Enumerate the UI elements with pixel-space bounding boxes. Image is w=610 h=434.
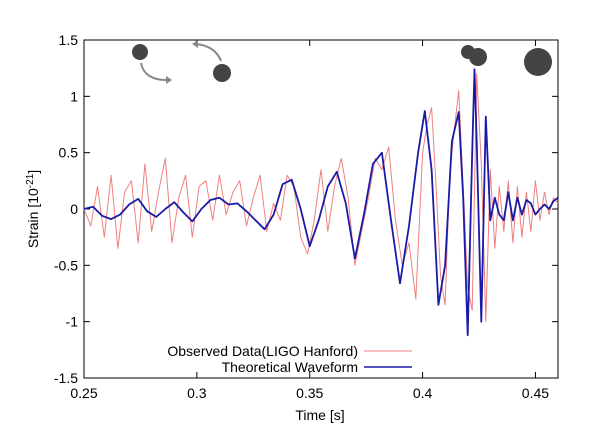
axis-ticks: 0.25 0.3 0.35 0.4 0.45 -1.5 -1 -0.5 0 0.5 1 1.5 (54, 32, 558, 401)
inspiral-arrowhead-lower (166, 76, 172, 84)
x-tick-label: 0.45 (522, 385, 549, 401)
legend-label-theoretical: Theoretical Waveform (222, 359, 358, 375)
y-axis-label-base: Strain [10 (25, 188, 41, 248)
y-axis-label-tail: ] (25, 170, 41, 174)
y-tick-label: 0.5 (59, 145, 79, 161)
final-black-hole (524, 48, 552, 76)
inspiral-arrow-upper (195, 43, 222, 62)
x-tick-label: 0.3 (187, 385, 207, 401)
legend-label-observed: Observed Data(LIGO Hanford) (167, 343, 358, 359)
y-axis-label: Strain [10-21] (25, 170, 41, 248)
y-tick-label: 0 (70, 201, 78, 217)
y-tick-label: -0.5 (54, 257, 78, 273)
y-tick-label: -1 (66, 314, 79, 330)
inspiral-black-hole-left (132, 44, 148, 60)
legend: Observed Data(LIGO Hanford) Theoretical … (167, 343, 412, 375)
merger-illustration (132, 40, 552, 84)
y-tick-label: -1.5 (54, 370, 78, 386)
series-line-theoretical (83, 68, 559, 337)
merging-black-hole-2 (469, 48, 487, 66)
series-layer (83, 68, 559, 337)
x-tick-label: 0.35 (296, 385, 323, 401)
y-tick-label: 1.5 (59, 32, 79, 48)
inspiral-arrow-lower (140, 62, 167, 81)
y-tick-label: 1 (70, 88, 78, 104)
y-axis-label-exponent: -21 (25, 173, 36, 188)
inspiral-black-hole-right (213, 64, 231, 82)
inspiral-arrowhead-upper (192, 40, 198, 48)
x-tick-label: 0.25 (70, 385, 97, 401)
x-axis-label: Time [s] (295, 407, 344, 423)
x-tick-label: 0.4 (413, 385, 433, 401)
